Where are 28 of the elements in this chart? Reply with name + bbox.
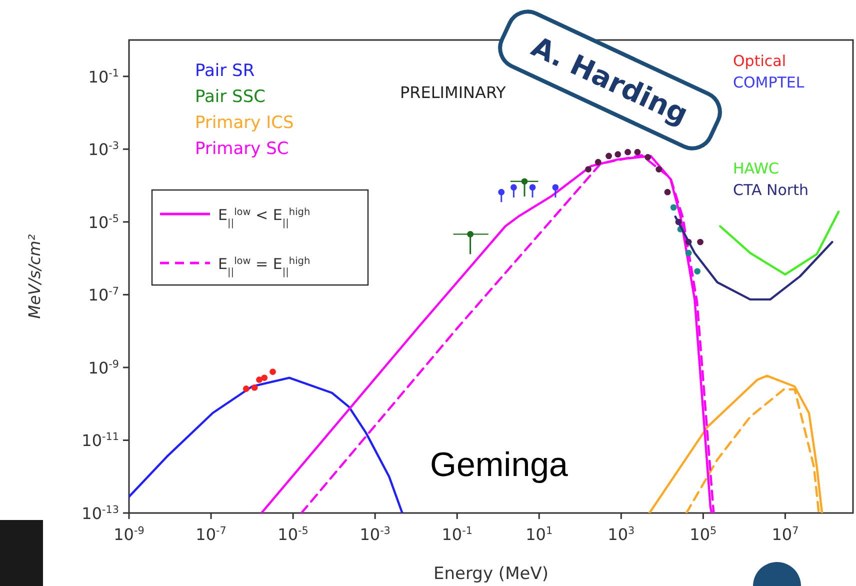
x-tick-label: 10$^{-7}$ <box>196 525 226 544</box>
y-tick-label: 10$^{-7}$ <box>88 286 119 305</box>
text: HAWC <box>733 160 780 178</box>
text: Primary SC <box>195 139 289 159</box>
x-tick-label: 10$^{1}$ <box>526 525 553 544</box>
y-tick-label: 10$^{-5}$ <box>88 212 119 232</box>
y-axis-title: MeV/s/cm² <box>25 234 44 319</box>
y-tick-label: 10$^{-11}$ <box>82 431 119 450</box>
text: CTA North <box>733 181 808 199</box>
annotation: Geminga <box>430 446 568 484</box>
text: Primary ICS <box>195 113 294 133</box>
x-tick-label: 10$^{7}$ <box>772 525 799 544</box>
y-tick-label: 10$^{-9}$ <box>88 358 119 378</box>
x-tick-label: 10$^{-5}$ <box>278 525 308 544</box>
y-tick-label: 10$^{-3}$ <box>88 140 119 160</box>
x-tick-label: 10$^{-1}$ <box>442 525 472 544</box>
x-tick-label: 10$^{-3}$ <box>360 525 390 544</box>
text: Optical <box>733 52 786 70</box>
annotation: PRELIMINARY <box>400 83 506 102</box>
legend-label: Pair SSC <box>195 87 266 107</box>
x-tick-label: 10$^{5}$ <box>690 525 717 544</box>
x-axis-title: Energy (MeV) <box>434 564 548 584</box>
y-tick-label: 10$^{-1}$ <box>88 67 119 86</box>
x-tick-label: 10$^{3}$ <box>608 525 635 544</box>
x-tick-label: 10$^{-9}$ <box>114 525 144 544</box>
text: COMPTEL <box>733 74 805 92</box>
text: Pair SR <box>195 61 255 81</box>
y-tick-label: 10$^{-13}$ <box>82 504 119 523</box>
